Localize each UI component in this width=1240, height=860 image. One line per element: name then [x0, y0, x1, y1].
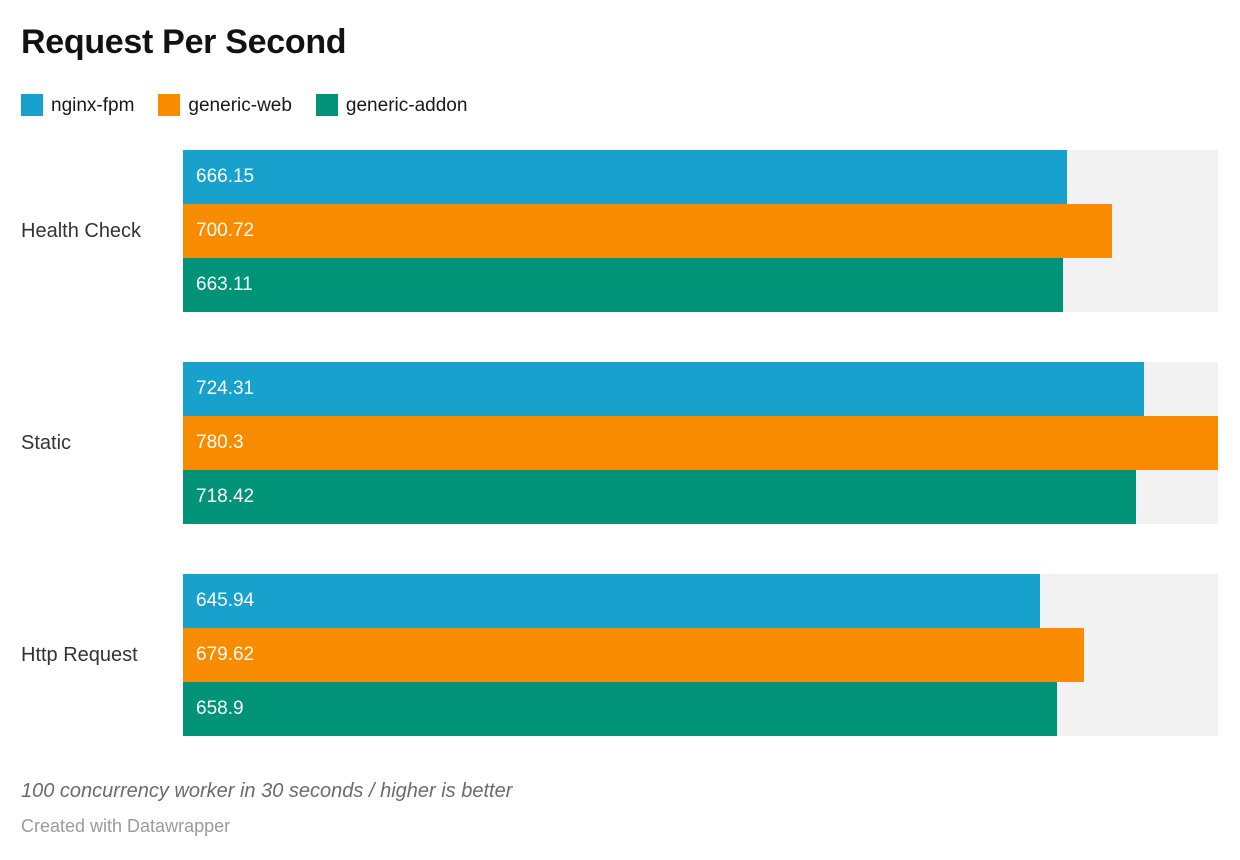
bar-track: 718.42	[183, 470, 1218, 525]
chart-row-http-request: Http Request 645.94 679.62 658.9	[21, 574, 1218, 737]
bar-group: 645.94 679.62 658.9	[183, 574, 1218, 737]
bar-nginx-fpm-health-check: 666.15	[183, 150, 1067, 205]
chart-title: Request Per Second	[21, 23, 347, 61]
bar-value-label: 645.94	[196, 590, 255, 612]
legend-label: nginx-fpm	[51, 94, 135, 116]
bar-generic-web-static: 780.3	[183, 416, 1218, 471]
legend-label: generic-addon	[345, 94, 468, 116]
bar-nginx-fpm-static: 724.31	[183, 362, 1144, 417]
bar-generic-addon-http-request: 658.9	[183, 682, 1057, 737]
legend: nginx-fpm generic-web generic-addon	[21, 94, 1218, 117]
legend-swatch-generic-web	[158, 94, 181, 117]
bar-value-label: 780.3	[196, 432, 244, 454]
legend-item-generic-addon: generic-addon	[315, 94, 468, 117]
bar-nginx-fpm-http-request: 645.94	[183, 574, 1040, 629]
bar-generic-addon-static: 718.42	[183, 470, 1136, 525]
bar-value-label: 658.9	[196, 698, 244, 720]
bar-group: 666.15 700.72 663.11	[183, 150, 1218, 313]
bar-generic-web-http-request: 679.62	[183, 628, 1085, 683]
bar-track: 658.9	[183, 682, 1218, 737]
chart-row-health-check: Health Check 666.15 700.72 663.11	[21, 150, 1218, 313]
bar-track: 700.72	[183, 204, 1218, 259]
legend-swatch-nginx-fpm	[21, 94, 43, 117]
bar-track: 663.11	[183, 258, 1218, 313]
bar-value-label: 718.42	[196, 486, 255, 508]
datawrapper-attribution-link[interactable]: Created with Datawrapper	[21, 816, 231, 837]
bar-track: 645.94	[183, 574, 1218, 629]
bar-value-label: 679.62	[196, 644, 255, 666]
legend-item-nginx-fpm: nginx-fpm	[21, 94, 135, 117]
bar-value-label: 666.15	[196, 166, 255, 188]
bar-value-label: 700.72	[196, 220, 255, 242]
chart-footnote: 100 concurrency worker in 30 seconds / h…	[21, 780, 513, 803]
bar-value-label: 724.31	[196, 378, 255, 400]
bar-generic-web-health-check: 700.72	[183, 204, 1113, 259]
legend-swatch-generic-addon	[315, 94, 338, 117]
legend-label: generic-web	[188, 94, 292, 116]
bar-group: 724.31 780.3 718.42	[183, 362, 1218, 525]
bar-track: 666.15	[183, 150, 1218, 205]
bar-track: 679.62	[183, 628, 1218, 683]
bar-track: 724.31	[183, 362, 1218, 417]
category-label: Health Check	[21, 219, 142, 242]
category-label: Static	[21, 431, 72, 454]
bar-generic-addon-health-check: 663.11	[183, 258, 1063, 313]
bar-value-label: 663.11	[196, 274, 253, 296]
legend-item-generic-web: generic-web	[158, 94, 292, 117]
bar-chart: Health Check 666.15 700.72 663.11	[21, 150, 1218, 737]
chart-row-static: Static 724.31 780.3 718.42	[21, 362, 1218, 525]
category-label: Http Request	[21, 643, 138, 666]
bar-track: 780.3	[183, 416, 1218, 471]
